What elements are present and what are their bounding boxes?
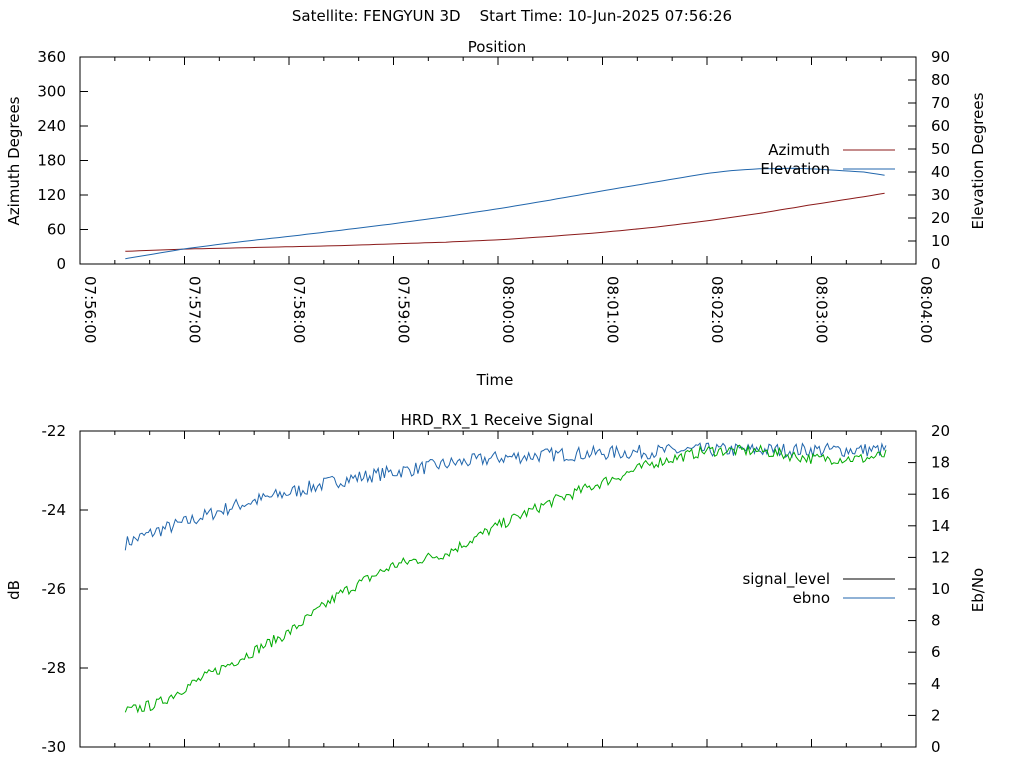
azimuth-axis-label: Azimuth Degrees [5,96,23,225]
series-line-signal-trace [124,444,887,714]
y2-tick-label: 70 [931,94,950,112]
y2-tick-label: 20 [931,209,950,227]
y2-tick-label: 90 [931,48,950,66]
series-line-Azimuth [125,192,885,252]
ebno-axis-label: Eb/No [969,568,987,612]
legend-label-Elevation: Elevation [760,160,830,178]
x-tick-label: 08:00:00 [499,276,517,343]
y2-tick-label: 14 [931,517,950,535]
y-tick-label: -22 [42,422,67,440]
y-tick-label: 60 [47,221,66,239]
y-tick-label: 180 [37,152,66,170]
legend-label-ebno: ebno [793,589,830,607]
y2-tick-label: 10 [931,580,950,598]
elevation-axis-label: Elevation Degrees [969,92,987,229]
y-tick-label: -24 [42,501,67,519]
receive-signal-chart-title: HRD_RX_1 Receive Signal [401,411,594,430]
y2-tick-label: 50 [931,140,950,158]
y-tick-label: -26 [42,580,67,598]
series-line-ebno [124,442,887,551]
x-tick-label: 08:04:00 [917,276,935,343]
x-tick-label: 07:57:00 [186,276,204,343]
y2-tick-label: 80 [931,71,950,89]
y-tick-label: 120 [37,186,66,204]
x-tick-label: 08:02:00 [708,276,726,343]
receive-signal-chart: HRD_RX_1 Receive Signal dB Eb/No -30 -28 -… [5,411,987,756]
y2-tick-label: 10 [931,232,950,250]
x-tick-label: 07:59:00 [395,276,413,343]
y-tick-label: 300 [37,83,66,101]
time-axis-label: Time [476,371,514,389]
y2-tick-label: 2 [931,706,941,724]
legend-label-signal_level: signal_level [742,570,830,589]
y2-tick-label: 30 [931,186,950,204]
x-tick-label: 08:01:00 [604,276,622,343]
y-tick-label: -30 [42,738,67,756]
plot-frame [79,430,917,748]
y-tick-label: 240 [37,117,66,135]
x-tick-label: 07:56:00 [81,276,99,343]
page-title: Satellite: FENGYUN 3D Start Time: 10-Jun… [291,7,733,25]
y2-tick-label: 12 [931,548,950,566]
y2-tick-label: 4 [931,675,941,693]
y2-tick-label: 0 [931,738,941,756]
y2-tick-label: 18 [931,454,950,472]
y2-tick-label: 6 [931,643,941,661]
y2-tick-label: 60 [931,117,950,135]
position-chart-title: Position [468,38,526,56]
db-axis-label: dB [5,580,23,600]
y2-tick-label: 8 [931,612,941,630]
y2-tick-label: 20 [931,422,950,440]
position-chart: Position Azimuth Degrees Elevation Degre… [5,38,987,389]
y2-tick-label: 40 [931,163,950,181]
series-line-Elevation [125,167,885,260]
x-tick-label: 08:03:00 [813,276,831,343]
y-tick-label: 360 [37,48,66,66]
legend-label-Azimuth: Azimuth [768,141,830,159]
y2-tick-label: 16 [931,485,950,503]
y-tick-label: 0 [56,255,66,273]
x-tick-label: 07:58:00 [290,276,308,343]
y-tick-label: -28 [42,659,67,677]
y2-tick-label: 0 [931,255,941,273]
